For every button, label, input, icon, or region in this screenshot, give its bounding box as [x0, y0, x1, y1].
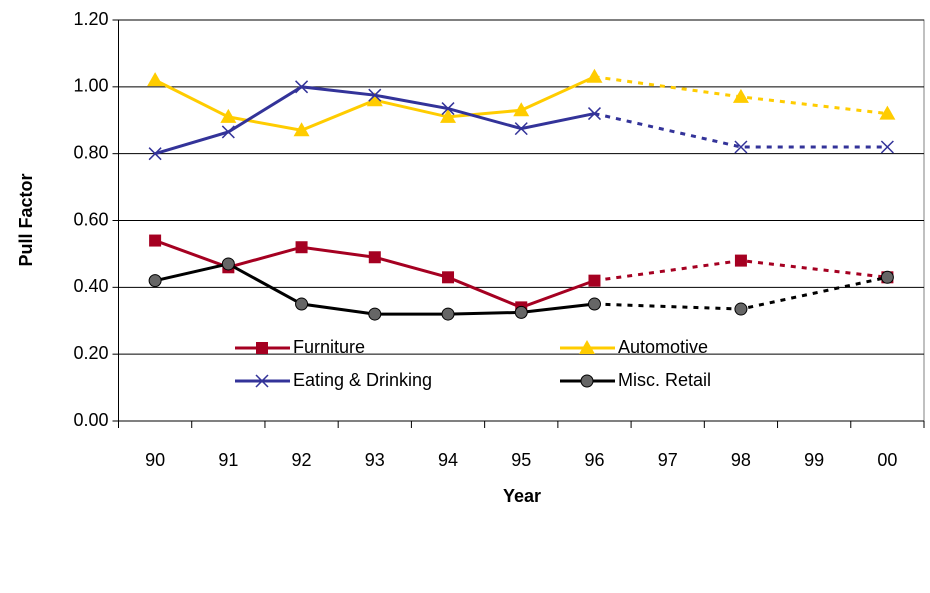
marker	[368, 88, 382, 102]
marker	[879, 105, 896, 120]
marker	[295, 297, 309, 311]
legend-label: Furniture	[293, 337, 365, 357]
marker	[295, 241, 308, 254]
marker	[514, 122, 528, 136]
x-axis-label: Year	[503, 486, 541, 506]
marker	[440, 108, 457, 123]
legend-label: Automotive	[618, 337, 708, 357]
marker	[580, 374, 594, 388]
marker	[148, 274, 162, 288]
marker	[441, 307, 455, 321]
y-axis-label: Pull Factor	[16, 173, 36, 266]
series-line	[594, 112, 888, 149]
marker	[880, 140, 894, 154]
marker	[256, 342, 268, 354]
y-tick-label: 0.60	[73, 209, 108, 229]
marker	[586, 68, 603, 83]
x-tick-label: 94	[438, 450, 458, 470]
marker	[368, 251, 381, 264]
marker	[147, 72, 164, 87]
y-tick-label: 0.40	[73, 276, 108, 296]
y-tick-label: 1.00	[73, 76, 108, 96]
x-tick-label: 95	[511, 450, 531, 470]
x-tick-label: 91	[218, 450, 238, 470]
marker	[366, 92, 383, 107]
y-tick-label: 0.00	[73, 410, 108, 430]
marker	[255, 374, 269, 388]
marker	[587, 107, 602, 121]
x-tick-label: 92	[292, 450, 312, 470]
x-tick-label: 99	[804, 450, 824, 470]
marker	[734, 140, 748, 154]
marker	[587, 297, 601, 311]
y-tick-label: 0.20	[73, 343, 108, 363]
x-tick-label: 00	[877, 450, 897, 470]
marker	[734, 254, 747, 267]
legend-label: Misc. Retail	[618, 370, 711, 390]
marker	[880, 270, 894, 284]
legend-label: Eating & Drinking	[293, 370, 432, 390]
x-tick-label: 90	[145, 450, 165, 470]
series-line	[154, 262, 595, 316]
marker	[734, 302, 748, 316]
marker	[732, 88, 749, 103]
marker	[588, 274, 601, 287]
marker	[149, 234, 162, 247]
x-tick-label: 97	[658, 450, 678, 470]
marker	[579, 340, 595, 354]
marker	[220, 108, 237, 123]
marker	[441, 102, 455, 116]
y-tick-label: 1.20	[73, 9, 108, 29]
marker	[148, 147, 162, 161]
marker	[295, 80, 309, 94]
x-tick-label: 98	[731, 450, 751, 470]
x-tick-label: 96	[584, 450, 604, 470]
marker	[514, 305, 528, 319]
marker	[368, 307, 382, 321]
marker	[221, 125, 235, 139]
marker	[221, 257, 235, 271]
marker	[442, 271, 455, 284]
marker	[513, 102, 530, 117]
y-tick-label: 0.80	[73, 142, 108, 162]
marker	[293, 122, 310, 137]
x-tick-label: 93	[365, 450, 385, 470]
series-line	[154, 239, 595, 309]
